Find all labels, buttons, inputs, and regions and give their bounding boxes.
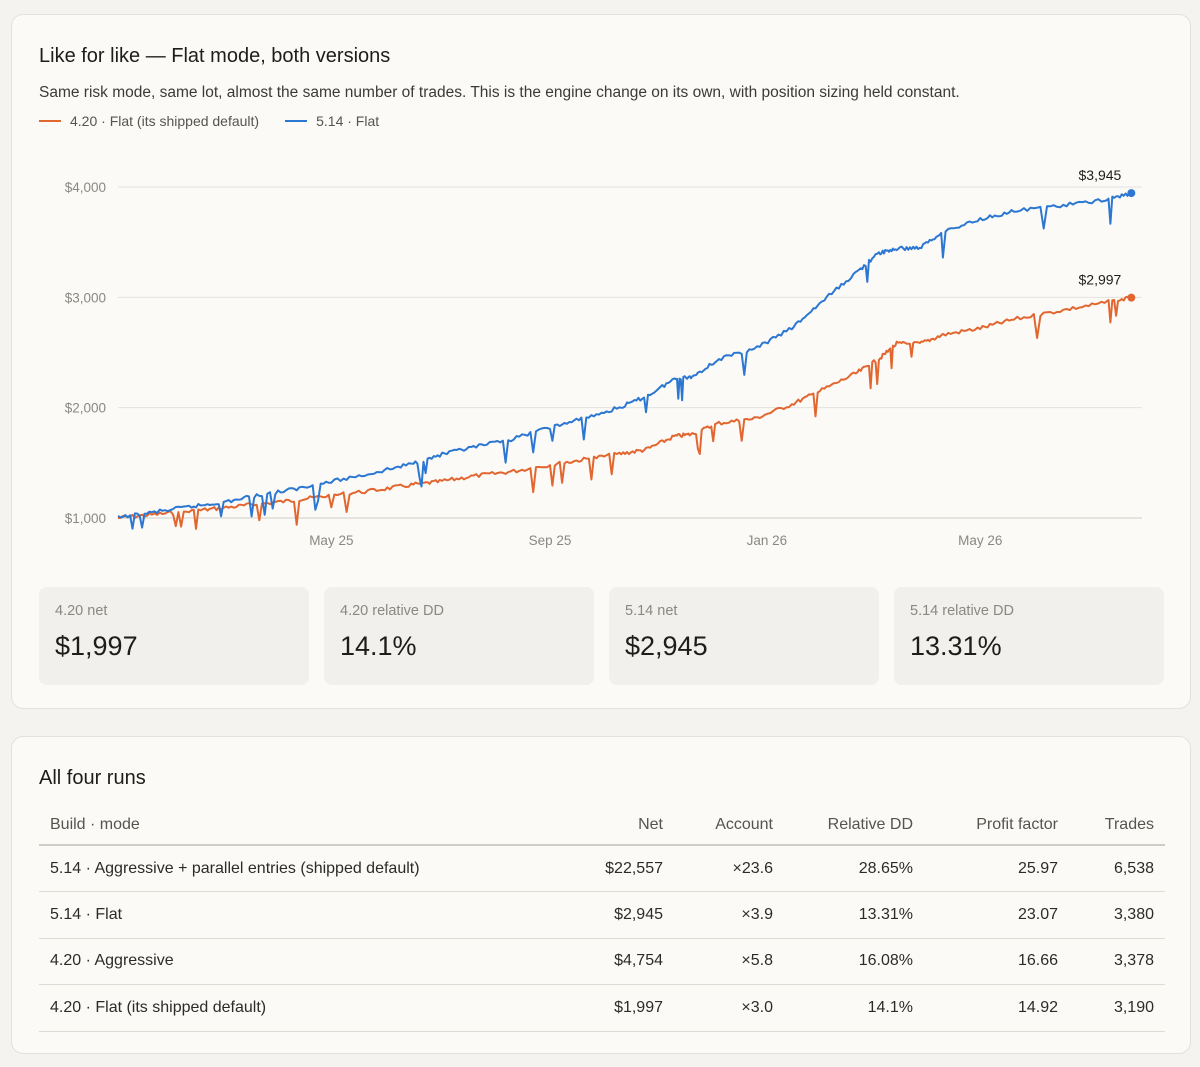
table-row: 5.14 · Aggressive + parallel entries (sh…	[39, 845, 1165, 892]
series-end-label: $2,997	[1079, 272, 1122, 288]
series-end-label: $3,945	[1079, 167, 1122, 183]
cell-trades: 3,190	[1069, 984, 1165, 1032]
cell-trades: 3,380	[1069, 891, 1165, 939]
column-header-net[interactable]: Net	[559, 805, 674, 846]
cell-account: ×5.8	[674, 938, 784, 985]
stat-value: $1,997	[55, 631, 138, 661]
equity-line-chart: $4,000 $3,000 $2,000 $1,000 May 25 Sep 25 Jan …	[65, 167, 1142, 548]
stat-label: 5.14 relative DD	[910, 603, 1014, 619]
table-row: 5.14 · Flat $2,945 ×3.9 13.31% 23.07 3,3…	[39, 891, 1165, 939]
table-card-title: All four runs	[39, 767, 146, 789]
table-row: 4.20 · Aggressive $4,754 ×5.8 16.08% 16.…	[39, 938, 1165, 985]
stat-label: 5.14 net	[625, 603, 678, 619]
series-end-dot	[1127, 189, 1136, 198]
chart-card-subtitle: Same risk mode, same lot, almost the sam…	[39, 84, 960, 101]
legend-item-514[interactable]: 5.14 · Flat	[285, 113, 379, 129]
legend-swatch-blue	[285, 120, 308, 122]
stat-tiles: 4.20 net $1,997 4.20 relative DD 14.1% 5…	[39, 587, 1164, 685]
x-tick-label: Jan 26	[747, 533, 788, 548]
like-for-like-card: Like for like — Flat mode, both versions…	[11, 14, 1191, 709]
column-header-trades[interactable]: Trades	[1069, 805, 1165, 846]
legend-swatch-orange	[39, 120, 61, 122]
stat-tile-420-dd: 4.20 relative DD 14.1%	[324, 587, 594, 685]
runs-table: Build · mode Net Account Relative DD Pro…	[39, 805, 1165, 1032]
cell-trades: 3,378	[1069, 938, 1165, 985]
cell-profit-factor: 23.07	[924, 891, 1069, 939]
cell-net: $4,754	[559, 938, 674, 985]
y-tick-label: $1,000	[65, 511, 106, 526]
cell-relative-dd: 28.65%	[784, 845, 924, 892]
y-tick-label: $3,000	[65, 290, 106, 305]
x-tick-label: May 25	[309, 533, 353, 548]
cell-net: $1,997	[559, 984, 674, 1032]
cell-profit-factor: 14.92	[924, 984, 1069, 1032]
cell-account: ×3.0	[674, 984, 784, 1032]
cell-build: 5.14 · Flat	[39, 891, 559, 939]
legend-item-420[interactable]: 4.20 · Flat (its shipped default)	[39, 113, 259, 129]
cell-account: ×23.6	[674, 845, 784, 892]
table-header-row: Build · mode Net Account Relative DD Pro…	[39, 805, 1165, 846]
series-end-dot	[1127, 293, 1136, 302]
y-tick-label: $2,000	[65, 401, 106, 416]
x-tick-label: Sep 25	[529, 533, 572, 548]
stat-value: 13.31%	[910, 631, 1002, 661]
cell-relative-dd: 16.08%	[784, 938, 924, 985]
cell-relative-dd: 14.1%	[784, 984, 924, 1032]
chart-legend: 4.20 · Flat (its shipped default) 5.14 ·…	[39, 113, 379, 129]
cell-account: ×3.9	[674, 891, 784, 939]
cell-build: 4.20 · Aggressive	[39, 938, 559, 985]
stat-tile-514-dd: 5.14 relative DD 13.31%	[894, 587, 1164, 685]
stat-value: $2,945	[625, 631, 708, 661]
cell-build: 4.20 · Flat (its shipped default)	[39, 984, 559, 1032]
cell-build: 5.14 · Aggressive + parallel entries (sh…	[39, 845, 559, 892]
stat-label: 4.20 relative DD	[340, 603, 444, 619]
series-line	[117, 191, 1132, 530]
stat-tile-420-net: 4.20 net $1,997	[39, 587, 309, 685]
x-tick-label: May 26	[958, 533, 1002, 548]
chart-card-title: Like for like — Flat mode, both versions	[39, 45, 391, 67]
stat-value: 14.1%	[340, 631, 417, 661]
cell-net: $22,557	[559, 845, 674, 892]
cell-profit-factor: 16.66	[924, 938, 1069, 985]
cell-trades: 6,538	[1069, 845, 1165, 892]
all-runs-card: All four runs Build · mode Net Account R…	[11, 736, 1191, 1054]
legend-label-420: 4.20 · Flat (its shipped default)	[70, 113, 260, 129]
stat-tile-514-net: 5.14 net $2,945	[609, 587, 879, 685]
cell-net: $2,945	[559, 891, 674, 939]
stat-label: 4.20 net	[55, 603, 108, 619]
column-header-account[interactable]: Account	[674, 805, 784, 846]
legend-label-514: 5.14 · Flat	[316, 113, 380, 129]
cell-relative-dd: 13.31%	[784, 891, 924, 939]
column-header-profit-factor[interactable]: Profit factor	[924, 805, 1069, 846]
column-header-build[interactable]: Build · mode	[39, 805, 559, 846]
y-tick-label: $4,000	[65, 180, 106, 195]
table-row: 4.20 · Flat (its shipped default) $1,997…	[39, 984, 1165, 1032]
cell-profit-factor: 25.97	[924, 845, 1069, 892]
column-header-relative-dd[interactable]: Relative DD	[784, 805, 924, 846]
series-line	[118, 295, 1132, 530]
